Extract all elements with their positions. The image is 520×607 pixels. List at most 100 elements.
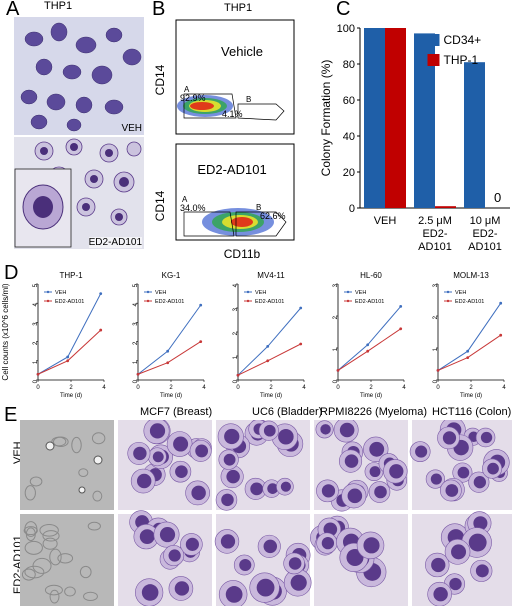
panel-d-xtick-label: 4	[302, 385, 306, 391]
panel-d-ytick-label: 1	[233, 355, 239, 359]
panel-d-ytick-label: 2	[433, 315, 439, 319]
panel-d-line-ed2-ad101	[237, 343, 301, 376]
panel-d-ytick-label: 1	[33, 360, 39, 364]
stained-nucleus	[320, 424, 331, 435]
stained-nucleus	[449, 577, 462, 591]
panel-d-legend-label: ED2-AD101	[355, 299, 384, 305]
panel-d-line-ed2-ad101	[37, 329, 102, 375]
stained-nucleus	[374, 485, 387, 499]
panel-d-legend-marker	[346, 290, 350, 294]
stained-nucleus	[445, 484, 459, 497]
phase-cell	[87, 521, 101, 531]
panel-a-ed2-cells	[14, 138, 142, 248]
panel-d-point	[366, 349, 370, 353]
panel-d-xtick-label: 2	[169, 385, 173, 391]
panel-d-line-veh	[337, 306, 402, 371]
panel-d-legend-label: VEH	[355, 290, 366, 296]
panel-d-point	[299, 342, 303, 346]
stained-nucleus	[457, 466, 470, 479]
panel-d-point	[236, 373, 240, 377]
panel-b-xlabel: CD11b	[224, 247, 261, 261]
panel-e-image-r0-c3	[314, 420, 408, 512]
panel-b-ed2-gate-b-pct: 62.6%	[260, 211, 286, 221]
panel-d-line-ed2-ad101	[337, 328, 401, 371]
stained-nucleus	[185, 537, 199, 551]
stained-nucleus	[473, 476, 487, 489]
panel-d-point	[66, 355, 70, 359]
phase-cell	[71, 436, 82, 454]
panel-e-image-r1-c1	[118, 510, 212, 606]
panel-e-image-r0-c0	[20, 420, 114, 510]
stained-nucleus	[239, 558, 252, 572]
panel-letter-b: B	[152, 0, 166, 20]
panel-c-ytick-label: 80	[343, 59, 355, 71]
panel-a-title: THP1	[44, 0, 73, 12]
panel-d-legend-marker	[446, 299, 450, 303]
panel-c-legend-swatch	[427, 34, 440, 46]
panel-e-image-r1-c4	[412, 511, 512, 606]
phase-cell	[64, 586, 76, 597]
panel-c-bar-cd34--0	[364, 28, 385, 208]
stained-nucleus	[468, 533, 487, 552]
panel-d-point	[299, 306, 303, 310]
panel-d-legend-label: ED2-AD101	[55, 299, 84, 305]
panel-d-point	[399, 305, 403, 308]
panel-d-xtick-label: 0	[236, 385, 240, 391]
stained-nucleus	[431, 557, 446, 573]
panel-d-xlabel: Time (d)	[260, 393, 282, 399]
panel-b-ylabel-top: CD14	[153, 64, 167, 95]
stained-nucleus	[173, 436, 189, 452]
stained-nucleus	[225, 586, 243, 603]
stained-nucleus	[149, 423, 166, 439]
phase-cell	[44, 584, 63, 596]
panel-b-vehicle-gate-b-pct: 4.1%	[222, 109, 243, 119]
panel-d-point	[199, 340, 203, 343]
panel-d-title: HL-60	[360, 271, 382, 280]
panel-c-category-label: ED2-	[422, 228, 447, 240]
panel-letter-c: C	[336, 0, 351, 20]
panel-a-veh-cells	[20, 22, 142, 132]
panel-d-legend-marker	[346, 299, 350, 303]
stained-nucleus	[321, 536, 335, 550]
panel-letter-a: A	[6, 0, 20, 20]
panel-d-point	[499, 301, 503, 305]
stained-nucleus	[290, 574, 307, 591]
phase-cell	[83, 591, 98, 602]
stained-nucleus	[250, 482, 264, 496]
phase-cell	[78, 468, 89, 477]
panel-d-point	[66, 359, 70, 363]
panel-d-title: THP-1	[59, 271, 83, 280]
panel-c-category-label: VEH	[374, 215, 397, 227]
panel-b-flow-plots: CD14 CD14 CD11b Vehicle A 92.9% B 4.1% E…	[153, 19, 295, 261]
panel-c-bar-cd34--2	[464, 62, 485, 209]
panel-d-ytick-label: 2	[133, 341, 139, 345]
panel-e-col-mcf7: MCF7 (Breast)	[140, 406, 213, 418]
panel-d-legend-label: VEH	[155, 290, 166, 296]
phase-cell	[42, 537, 58, 550]
panel-d-ytick-label: 4	[33, 303, 39, 307]
panel-d-legend-label: ED2-AD101	[455, 299, 484, 305]
panel-d-point	[266, 345, 270, 348]
panel-letter-e: E	[4, 404, 18, 426]
panel-e-images	[20, 420, 512, 606]
panel-c-ylabel: Colony Formation (%)	[319, 60, 333, 177]
panel-e-image-r1-c3	[309, 514, 408, 606]
stained-nucleus	[321, 484, 336, 498]
stained-nucleus	[344, 454, 359, 468]
stained-nucleus	[141, 584, 159, 601]
stained-nucleus	[152, 451, 164, 463]
panel-d-ytick-label: 3	[33, 322, 39, 326]
panel-d-line-veh	[137, 304, 202, 375]
panel-b-plot-ed2-name: ED2-AD101	[197, 162, 266, 177]
phase-cell	[42, 530, 60, 542]
panel-d-legend-marker	[146, 290, 150, 294]
panel-d-legend-label: VEH	[455, 290, 466, 296]
panel-e-image-r0-c2	[215, 420, 310, 511]
phase-bubble	[78, 486, 86, 494]
panel-c-bar-cd34--1	[414, 33, 435, 209]
panel-d-xlabel: Time (d)	[160, 393, 182, 399]
stained-nucleus	[475, 564, 489, 578]
stained-nucleus	[480, 431, 493, 444]
panel-b-title: THP1	[224, 2, 253, 14]
panel-d-ytick-label: 0	[33, 379, 39, 383]
